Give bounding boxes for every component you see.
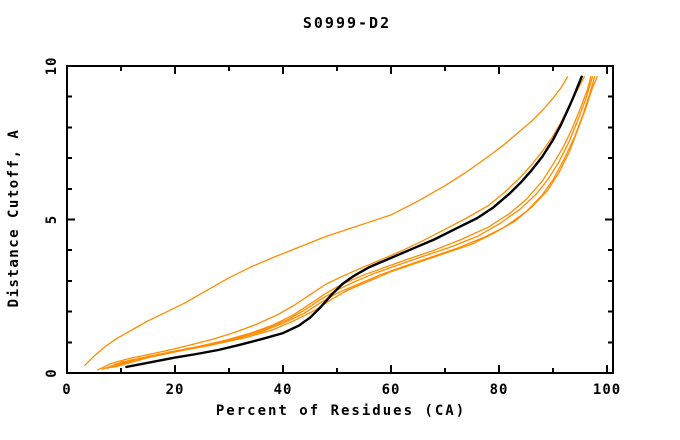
y-tick-label: 0 xyxy=(44,368,60,377)
x-tick-label: 100 xyxy=(593,382,621,398)
y-tick-label: 10 xyxy=(44,57,60,76)
x-axis-label: Percent of Residues (CA) xyxy=(215,403,467,419)
chart-title: S0999-D2 xyxy=(302,14,392,32)
plot-frame xyxy=(66,65,614,374)
curve-model-5 xyxy=(111,76,596,369)
curve-model-6 xyxy=(114,76,598,368)
x-tick-label: 40 xyxy=(274,382,293,398)
curve-model-1 xyxy=(84,76,569,366)
curve-model-2 xyxy=(97,76,586,371)
curve-model-3 xyxy=(101,76,592,370)
y-axis-label: Distance Cutoff, A xyxy=(6,128,22,308)
curve-target-black xyxy=(125,75,583,369)
x-tick-label: 0 xyxy=(62,382,71,398)
y-tick-label: 5 xyxy=(44,215,60,224)
x-tick-label: 20 xyxy=(166,382,185,398)
curve-model-4 xyxy=(106,76,594,370)
x-tick-label: 80 xyxy=(490,382,509,398)
x-tick-label: 60 xyxy=(382,382,401,398)
